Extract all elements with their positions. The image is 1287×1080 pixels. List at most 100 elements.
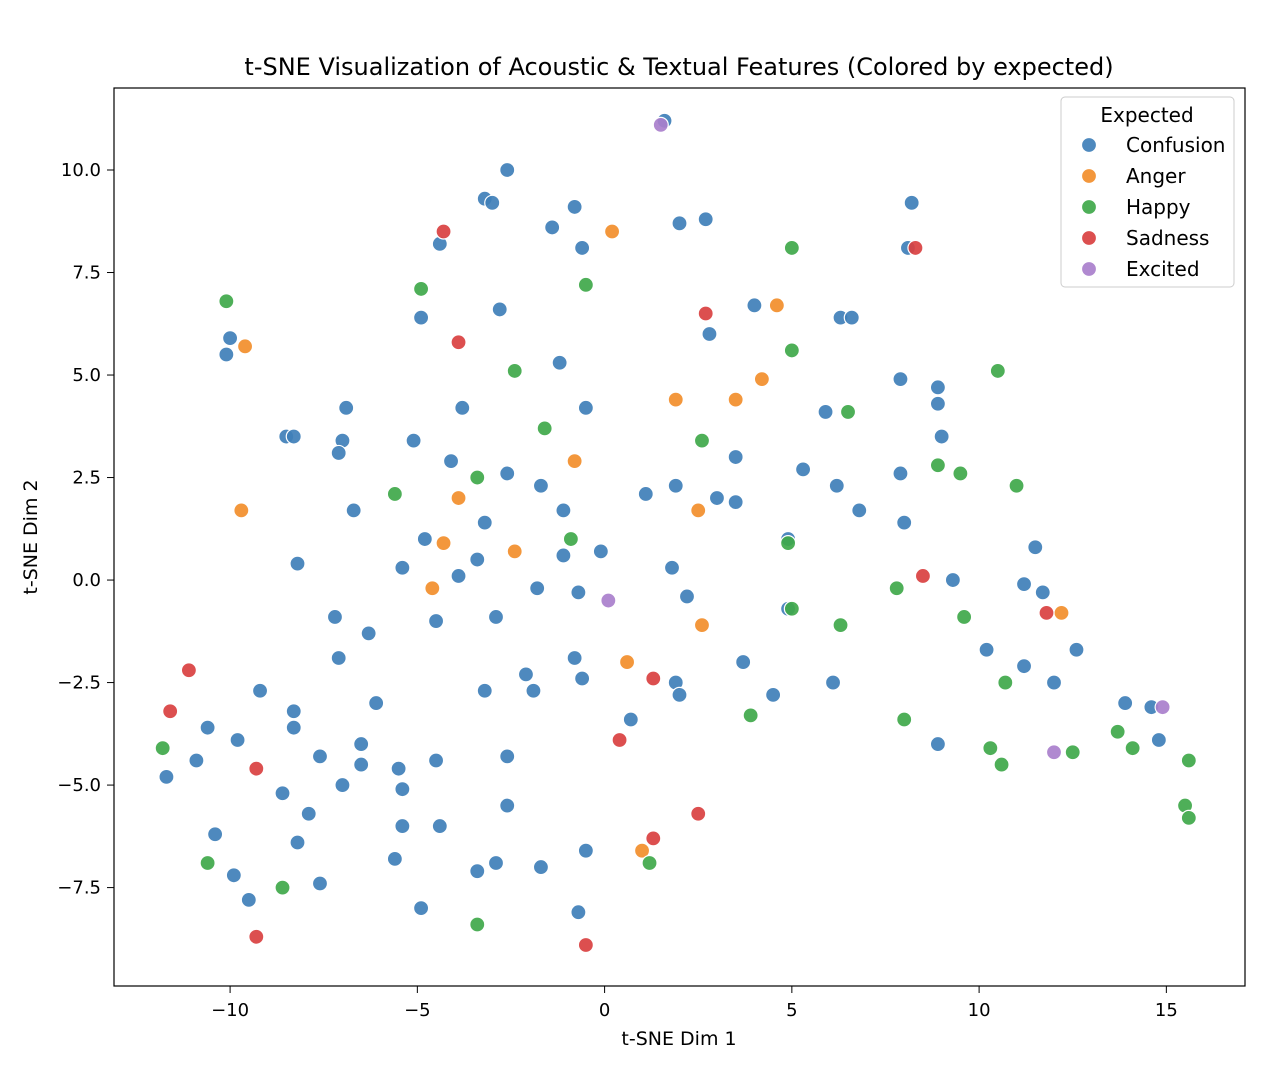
point-confusion-103 — [158, 768, 175, 785]
point-confusion-106 — [274, 785, 291, 802]
point-confusion-69 — [487, 608, 505, 626]
point-anger-1 — [768, 297, 785, 314]
point-confusion-43 — [708, 489, 726, 507]
point-happy-24 — [1109, 723, 1126, 740]
point-sadness-7 — [645, 670, 662, 687]
point-confusion-98 — [311, 748, 329, 765]
point-confusion-120 — [311, 875, 329, 892]
point-confusion-97 — [929, 735, 947, 753]
point-sadness-2 — [697, 305, 714, 322]
point-confusion-1 — [499, 161, 516, 179]
point-confusion-17 — [701, 325, 718, 343]
point-confusion-54 — [394, 559, 411, 576]
point-confusion-95 — [1150, 731, 1167, 749]
point-confusion-36 — [499, 465, 516, 482]
y-tick-label: 2.5 — [72, 468, 101, 489]
point-sadness-12 — [645, 830, 662, 847]
point-confusion-86 — [765, 686, 782, 703]
point-confusion-117 — [532, 858, 550, 876]
legend-marker-confusion — [1080, 136, 1098, 154]
legend-title: Expected — [1100, 103, 1193, 127]
point-happy-16 — [780, 535, 797, 552]
point-confusion-99 — [188, 752, 205, 769]
point-confusion-114 — [577, 842, 594, 859]
point-anger-13 — [1053, 604, 1070, 621]
point-confusion-82 — [251, 682, 269, 699]
plot-frame — [113, 87, 1246, 987]
point-happy-17 — [888, 580, 905, 597]
point-anger-9 — [690, 502, 707, 519]
y-tick-label: 7.5 — [72, 263, 101, 284]
point-happy-22 — [742, 707, 759, 724]
point-confusion-35 — [933, 428, 950, 445]
point-confusion-53 — [289, 555, 306, 572]
point-happy-25 — [154, 740, 171, 757]
x-axis-ticks: −10 −5 0 5 10 15 — [211, 986, 1178, 1021]
point-confusion-13 — [218, 346, 235, 363]
legend-box — [1060, 96, 1235, 288]
point-confusion-57 — [592, 543, 609, 560]
legend-marker-anger — [1080, 167, 1098, 185]
point-confusion-92 — [622, 711, 639, 728]
point-confusion-85 — [671, 686, 688, 703]
y-tick-label: 10.0 — [61, 160, 101, 181]
point-anger-15 — [618, 653, 636, 671]
point-excited-2 — [1154, 699, 1171, 716]
point-confusion-20 — [551, 354, 568, 371]
point-confusion-12 — [221, 330, 239, 347]
point-anger-8 — [233, 502, 250, 519]
x-tick-label: −5 — [404, 1000, 431, 1021]
point-happy-13 — [386, 485, 403, 503]
point-sadness-4 — [914, 567, 932, 585]
point-confusion-64 — [570, 584, 587, 601]
point-confusion-49 — [896, 514, 913, 531]
point-confusion-14 — [412, 309, 430, 326]
point-confusion-21 — [892, 371, 909, 388]
point-confusion-101 — [499, 748, 516, 765]
point-anger-7 — [450, 489, 467, 507]
point-happy-10 — [929, 457, 947, 474]
point-happy-30 — [1180, 752, 1197, 769]
legend-label-excited: Excited — [1126, 257, 1200, 281]
point-confusion-119 — [225, 867, 242, 884]
y-axis-ticks: −7.5 −5.0 −2.5 0.0 2.5 5.0 7.5 10.0 — [57, 160, 114, 899]
y-tick-label: −5.0 — [57, 775, 101, 796]
point-happy-23 — [896, 711, 913, 728]
point-confusion-67 — [326, 608, 344, 626]
point-happy-4 — [506, 362, 523, 380]
point-confusion-88 — [285, 703, 302, 720]
legend-marker-sadness — [1080, 229, 1098, 247]
point-happy-33 — [199, 854, 216, 872]
point-confusion-8 — [671, 215, 688, 232]
legend-label-happy: Happy — [1126, 195, 1191, 219]
y-tick-label: −2.5 — [57, 673, 101, 694]
point-sadness-10 — [248, 760, 265, 777]
point-sadness-9 — [611, 731, 628, 749]
point-happy-36 — [469, 916, 486, 933]
point-confusion-96 — [353, 735, 370, 753]
point-confusion-111 — [431, 817, 448, 835]
point-confusion-3 — [484, 194, 501, 211]
point-sadness-8 — [162, 703, 179, 720]
point-confusion-15 — [491, 301, 508, 318]
x-axis-label: t-SNE Dim 1 — [621, 1028, 736, 1050]
point-happy-20 — [832, 617, 849, 634]
point-happy-0 — [783, 239, 800, 257]
point-confusion-16 — [746, 297, 763, 314]
point-happy-2 — [412, 280, 430, 298]
point-confusion-62 — [1034, 584, 1051, 601]
point-sadness-11 — [690, 805, 707, 822]
point-anger-6 — [566, 453, 583, 470]
point-confusion-100 — [427, 752, 445, 769]
point-confusion-107 — [394, 781, 411, 798]
point-confusion-110 — [394, 817, 411, 835]
point-anger-4 — [667, 391, 684, 408]
point-confusion-55 — [469, 551, 486, 568]
point-sadness-3 — [450, 334, 467, 351]
data-points — [154, 112, 1197, 954]
point-confusion-89 — [1117, 694, 1134, 712]
legend-marker-excited — [1080, 260, 1098, 278]
point-confusion-25 — [454, 399, 471, 416]
point-sadness-6 — [180, 662, 198, 679]
